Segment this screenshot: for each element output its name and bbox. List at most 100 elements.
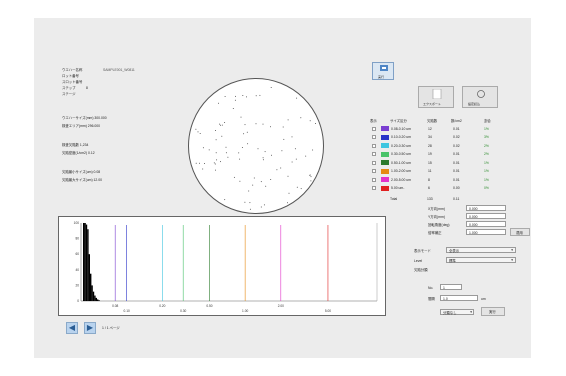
row-visibility-checkbox[interactable] <box>372 126 376 131</box>
x-tick-label: 5.00 <box>325 309 331 313</box>
defect-dot <box>262 159 264 161</box>
param-input-c[interactable]: 0.000 <box>466 221 506 227</box>
row-density: 0.01 <box>453 152 460 156</box>
row-range: 0.20-0.30 um <box>391 143 411 148</box>
info-label-4: ステップ <box>62 86 76 90</box>
defect-dot <box>248 190 250 192</box>
run-button[interactable]: 実行 <box>372 62 394 80</box>
classification-select[interactable]: 分類なし ▾ <box>440 309 474 315</box>
level-select[interactable]: 標準 ▾ <box>446 257 516 263</box>
pager-text: 1 / 1 ページ <box>102 326 120 330</box>
defect-dot <box>271 154 272 156</box>
row-color-swatch[interactable] <box>381 134 389 140</box>
defect-dot <box>197 131 199 133</box>
defect-dot <box>295 158 297 160</box>
row-range: 0.08-0.10 um <box>391 126 411 131</box>
defect-dot <box>239 158 241 160</box>
display-mode-select[interactable]: 全表示 ▾ <box>446 247 516 253</box>
row-density: 0.01 <box>453 126 460 131</box>
defect-dot <box>264 151 266 153</box>
row-color-swatch[interactable] <box>381 126 389 131</box>
defect-dot <box>246 96 247 98</box>
defect-dot <box>241 147 243 148</box>
defect-dot <box>216 159 218 161</box>
defect-dot <box>239 180 241 182</box>
histogram-bar <box>95 297 97 301</box>
defect-dot <box>247 143 249 145</box>
defect-dot <box>296 97 298 99</box>
row-color-swatch[interactable] <box>381 185 389 191</box>
row-color-swatch[interactable] <box>381 160 389 165</box>
row-pct: 1% <box>484 126 489 131</box>
defect-dot <box>283 138 285 140</box>
info-line-10: 欠陥最小サイズ(um) 0.08 <box>62 170 101 174</box>
defect-dot <box>215 152 217 154</box>
row-count: 28 <box>428 143 432 148</box>
info-label-1: ウエハー名称 <box>62 68 83 72</box>
row-visibility-checkbox[interactable] <box>372 143 376 148</box>
defect-dot <box>260 206 262 208</box>
defect-dot <box>270 87 272 88</box>
defect-dot <box>287 175 289 177</box>
histogram-bar <box>90 273 92 301</box>
param-input-d[interactable]: 1.000 <box>466 229 506 235</box>
defect-dot <box>276 169 278 171</box>
row-pct: 2% <box>484 143 489 148</box>
defect-dot <box>300 117 302 119</box>
histogram-bar <box>97 299 99 301</box>
param-label-b: Y方向(mm) <box>428 215 445 219</box>
row-range: 5.00 um- <box>391 186 405 190</box>
defect-dot <box>225 152 227 154</box>
y-tick-label: 100 <box>74 221 80 225</box>
row-color-swatch[interactable] <box>381 143 389 148</box>
execute-button[interactable]: 実行 <box>481 307 505 316</box>
total-label: Total <box>390 197 398 201</box>
y-tick-label: 20 <box>75 283 79 287</box>
row-count: 8 <box>428 177 430 182</box>
row-range: 0.10-0.20 um <box>391 135 411 139</box>
row-visibility-checkbox[interactable] <box>372 160 376 165</box>
row-visibility-checkbox[interactable] <box>372 169 376 173</box>
defect-dot <box>255 95 257 97</box>
wafer-map[interactable] <box>188 78 324 214</box>
defect-dot <box>249 202 251 204</box>
defect-dot <box>244 201 246 203</box>
row-color-swatch[interactable] <box>381 151 389 157</box>
param-input-a[interactable]: 0.000 <box>466 205 506 211</box>
apply-button[interactable]: 適用 <box>510 228 530 236</box>
number-input[interactable]: 1 <box>440 284 462 290</box>
prev-page-button[interactable]: ◀ <box>66 322 78 334</box>
row-visibility-checkbox[interactable] <box>372 186 376 190</box>
info-line-8: 検査欠陥数 1,234 <box>62 143 89 147</box>
row-count: 11 <box>428 169 432 173</box>
row-visibility-checkbox[interactable] <box>372 135 376 139</box>
settings-load-button[interactable]: 設定読込 <box>462 86 498 108</box>
defect-dot <box>262 157 264 159</box>
row-visibility-checkbox[interactable] <box>372 177 376 182</box>
defect-dot <box>246 131 248 133</box>
x-tick-label: 0.20 <box>159 304 165 308</box>
next-page-button[interactable]: ▶ <box>84 322 96 334</box>
row-visibility-checkbox[interactable] <box>372 152 376 156</box>
defect-dot <box>219 123 221 125</box>
defect-dot <box>260 181 262 183</box>
histogram-bar <box>98 300 100 301</box>
row-color-swatch[interactable] <box>381 177 389 182</box>
defect-dot <box>281 150 283 152</box>
defect-dot <box>294 148 296 150</box>
x-tick-label: 0.10 <box>124 309 130 313</box>
size-histogram[interactable]: 100 80 60 40 20 0 0.08 0.10 0.20 0.30 0.50 1.00 2.00… <box>58 216 386 316</box>
export-button[interactable]: エクスポート <box>418 86 454 108</box>
row-range: 0.50-1.00 um <box>391 160 411 165</box>
defect-dot <box>291 161 293 163</box>
total-count: 133 <box>427 197 433 201</box>
run-label: 実行 <box>378 75 385 79</box>
param-input-b[interactable]: 0.000 <box>466 213 506 219</box>
th-range: サイズ区分 <box>390 119 407 123</box>
param-label-i: 間隔 <box>428 297 435 301</box>
row-color-swatch[interactable] <box>381 168 389 174</box>
defect-dot <box>249 208 251 210</box>
interval-input[interactable]: 1.0 <box>440 295 478 301</box>
defect-dot <box>199 162 200 164</box>
x-tick-label: 0.08 <box>112 304 118 308</box>
